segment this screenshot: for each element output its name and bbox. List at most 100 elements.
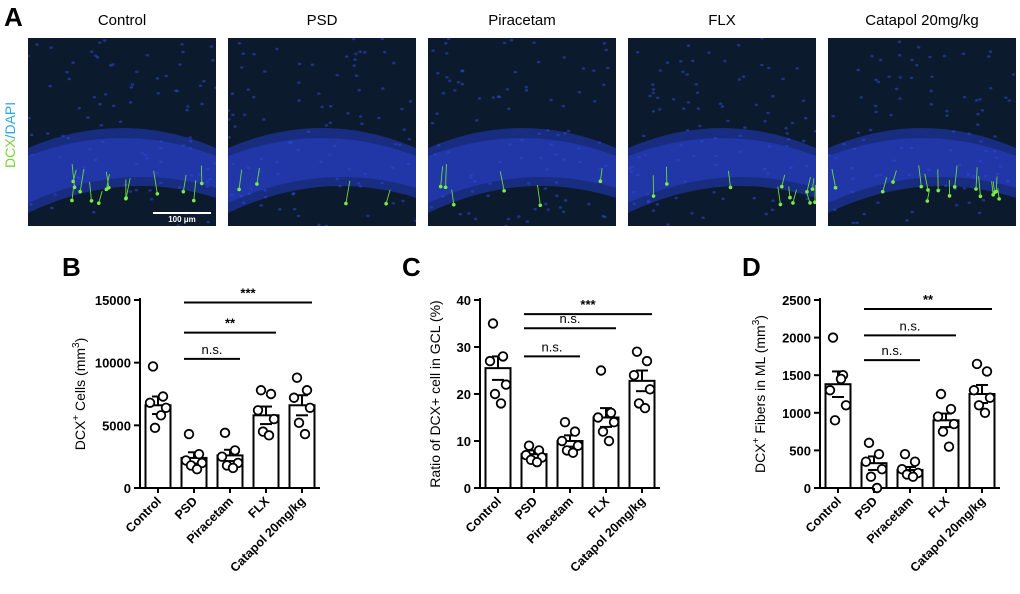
dcx-cell <box>237 187 241 192</box>
y-axis-label-main: DCX <box>752 443 768 473</box>
nucleus <box>297 81 301 84</box>
nucleus <box>637 155 641 159</box>
nucleus <box>338 184 342 188</box>
nucleus <box>714 163 718 167</box>
panel-letter: D <box>742 252 761 282</box>
nucleus <box>1004 96 1008 100</box>
nucleus <box>666 223 670 226</box>
data-point <box>559 416 571 428</box>
nucleus <box>276 172 280 176</box>
nucleus <box>1011 73 1016 76</box>
nucleus <box>978 159 983 163</box>
nucleus <box>868 128 873 132</box>
nucleus <box>695 91 700 95</box>
nucleus <box>49 46 53 49</box>
nucleus <box>555 194 559 198</box>
nucleus <box>109 64 113 67</box>
dcx-fiber <box>79 168 85 192</box>
nucleus <box>328 121 333 125</box>
data-point <box>865 471 877 482</box>
nucleus <box>242 113 247 117</box>
nucleus <box>962 186 967 190</box>
nucleus <box>805 164 809 168</box>
nucleus <box>862 212 866 216</box>
nucleus <box>905 218 909 222</box>
nucleus <box>766 111 770 115</box>
dcx-fiber <box>811 178 815 190</box>
nucleus <box>833 156 838 160</box>
nucleus <box>358 184 363 188</box>
y-axis-label-main: Ratio of DCX+ cell in GCL (%) <box>427 300 443 487</box>
nucleus <box>407 137 412 141</box>
data-point <box>288 392 300 403</box>
nucleus <box>414 219 416 223</box>
nucleus <box>148 189 152 192</box>
data-point <box>605 407 617 419</box>
dcx-fiber <box>806 177 811 192</box>
nucleus <box>781 77 785 81</box>
nucleus <box>406 162 410 166</box>
micrograph-catapol <box>828 38 1016 226</box>
dcx-fiber <box>954 165 958 187</box>
data-point <box>639 402 651 414</box>
nucleus <box>558 206 563 209</box>
nucleus <box>676 158 680 162</box>
nucleus <box>436 71 440 75</box>
nucleus <box>651 109 656 113</box>
data-point <box>193 448 205 460</box>
nucleus <box>357 88 361 92</box>
dcx-cell <box>788 195 792 200</box>
nucleus <box>102 39 107 42</box>
nucleus <box>519 139 524 142</box>
y-tick-label: 40 <box>457 293 471 308</box>
nucleus <box>889 113 893 117</box>
nucleus <box>681 107 686 110</box>
nucleus <box>537 132 541 135</box>
data-point <box>268 413 280 425</box>
dcx-fiber <box>831 168 836 188</box>
nucleus <box>828 153 831 157</box>
nucleus <box>1006 179 1010 183</box>
nucleus <box>402 128 407 131</box>
y-axis-label: DCX+ Cells (mm3) <box>71 338 88 451</box>
nucleus <box>261 118 266 121</box>
x-tick-label: Control <box>803 494 844 535</box>
nucleus <box>118 120 123 124</box>
data-point <box>301 385 313 396</box>
nucleus <box>275 160 279 164</box>
nucleus <box>737 78 742 81</box>
nucleus <box>327 153 332 157</box>
nucleus <box>516 215 521 218</box>
nucleus <box>741 75 746 78</box>
nucleus <box>452 89 457 92</box>
nucleus <box>130 83 135 86</box>
nucleus <box>263 70 267 73</box>
nucleus <box>446 150 451 154</box>
nucleus <box>928 55 932 59</box>
nucleus <box>951 130 956 133</box>
data-point <box>979 407 991 419</box>
data-point <box>229 445 241 456</box>
data-point <box>595 365 607 376</box>
dcx-fiber <box>992 181 996 193</box>
nucleus <box>507 107 511 111</box>
nucleus <box>852 147 857 151</box>
nucleus <box>237 41 242 45</box>
nucleus <box>214 86 216 89</box>
nucleus <box>134 70 139 74</box>
nucleus <box>524 85 529 89</box>
nucleus <box>333 144 337 148</box>
nucleus <box>592 100 597 103</box>
nucleus <box>606 66 610 70</box>
significance-label: ** <box>225 316 236 331</box>
nucleus <box>190 173 194 177</box>
nucleus <box>28 116 31 120</box>
y-axis-label-main: DCX <box>72 420 88 450</box>
nucleus <box>544 202 548 206</box>
data-point <box>265 388 277 400</box>
nucleus <box>987 55 991 58</box>
data-point <box>907 471 919 482</box>
nucleus <box>898 76 903 79</box>
nucleus <box>180 42 184 46</box>
nucleus <box>994 156 999 159</box>
